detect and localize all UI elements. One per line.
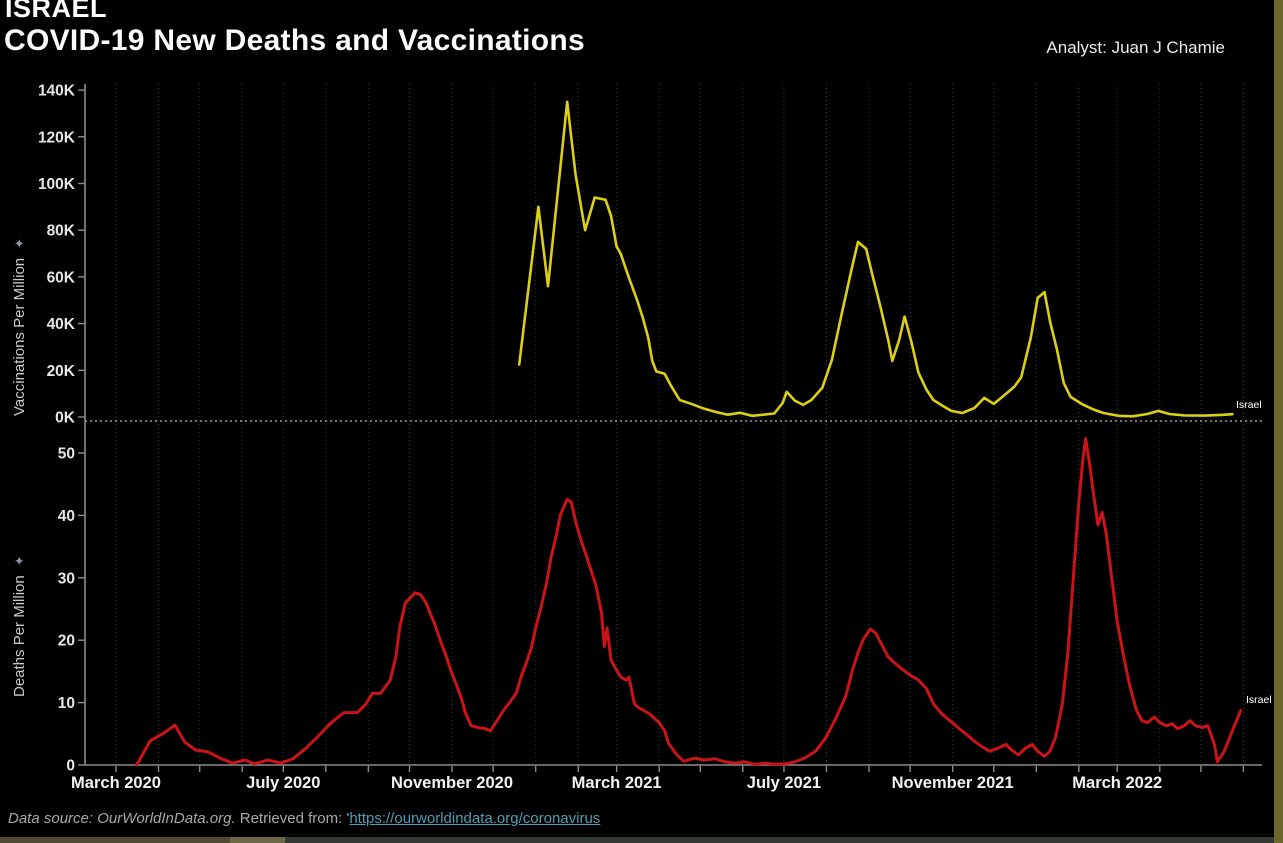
page-title: COVID-19 New Deaths and Vaccinations [4,24,585,57]
x-tick-label: March 2020 [71,774,161,792]
window-edge-right [1274,0,1283,843]
data-source-note: Data source: OurWorldInData.org. Retriev… [8,810,600,827]
y-tick-label: 40K [47,316,76,333]
axis-ticks [78,89,1245,772]
y-tick-label: 100K [38,176,76,193]
x-tick-label: March 2022 [1072,774,1162,792]
x-tick-label: November 2021 [892,774,1014,792]
analyst-credit: Analyst: Juan J Chamie [1046,38,1225,57]
retrieved-from-text: Retrieved from: ' [235,810,350,827]
data-source-text: Data source: OurWorldInData.org. [8,810,236,827]
window-edge-bottom-4 [1274,837,1283,843]
y-tick-label: 120K [38,129,76,146]
y-tick-label: 20K [47,363,76,380]
y-tick-label: 10 [58,695,75,712]
y-tick-label: 0K [55,410,76,427]
y-tick-label: 80K [47,223,76,240]
y-axis-title-deaths: Deaths Per Million ✦ [11,555,28,697]
y-tick-label: 30 [58,570,75,587]
y-axis-title-vaccinations: Vaccinations Per Million ✦ [11,238,28,416]
x-axis-labels: March 2020 July 2020 November 2020 March 20… [71,774,1162,792]
star-icon: ✦ [12,555,27,567]
data-source-link[interactable]: https://ourworldindata.org/coronavirus [349,810,601,827]
country-title: ISRAEL [5,0,108,23]
y-tick-label: 40 [58,508,75,525]
window-edge-bottom-2 [230,837,285,843]
y-tick-label: 140K [38,83,76,100]
x-tick-label: July 2020 [246,774,320,792]
window-edge-bottom-3 [285,837,1274,843]
window-edge-bottom-1 [0,837,230,843]
y-axis-title-vaccinations-label: Vaccinations Per Million [11,257,28,416]
star-icon: ✦ [12,237,27,249]
y-axis-labels: 0K 20K 40K 60K 80K 100K 120K 140K 0 10 20 30 40 50 [38,83,76,775]
x-tick-label: November 2020 [391,774,513,792]
series-label-vaccinations-israel: Israel [1236,399,1262,411]
deaths-series-line[interactable] [135,437,1243,767]
month-gridlines [115,84,1244,765]
y-tick-label: 60K [47,269,76,286]
vaccinations-series-line[interactable] [517,100,1234,418]
y-tick-label: 20 [58,633,75,650]
series-label-deaths-israel: Israel [1246,694,1272,706]
y-tick-label: 50 [58,446,75,463]
y-axis-title-deaths-label: Deaths Per Million [11,575,28,697]
x-tick-label: March 2021 [572,774,662,792]
y-tick-label: 0 [66,758,75,775]
x-tick-label: July 2021 [747,774,821,792]
